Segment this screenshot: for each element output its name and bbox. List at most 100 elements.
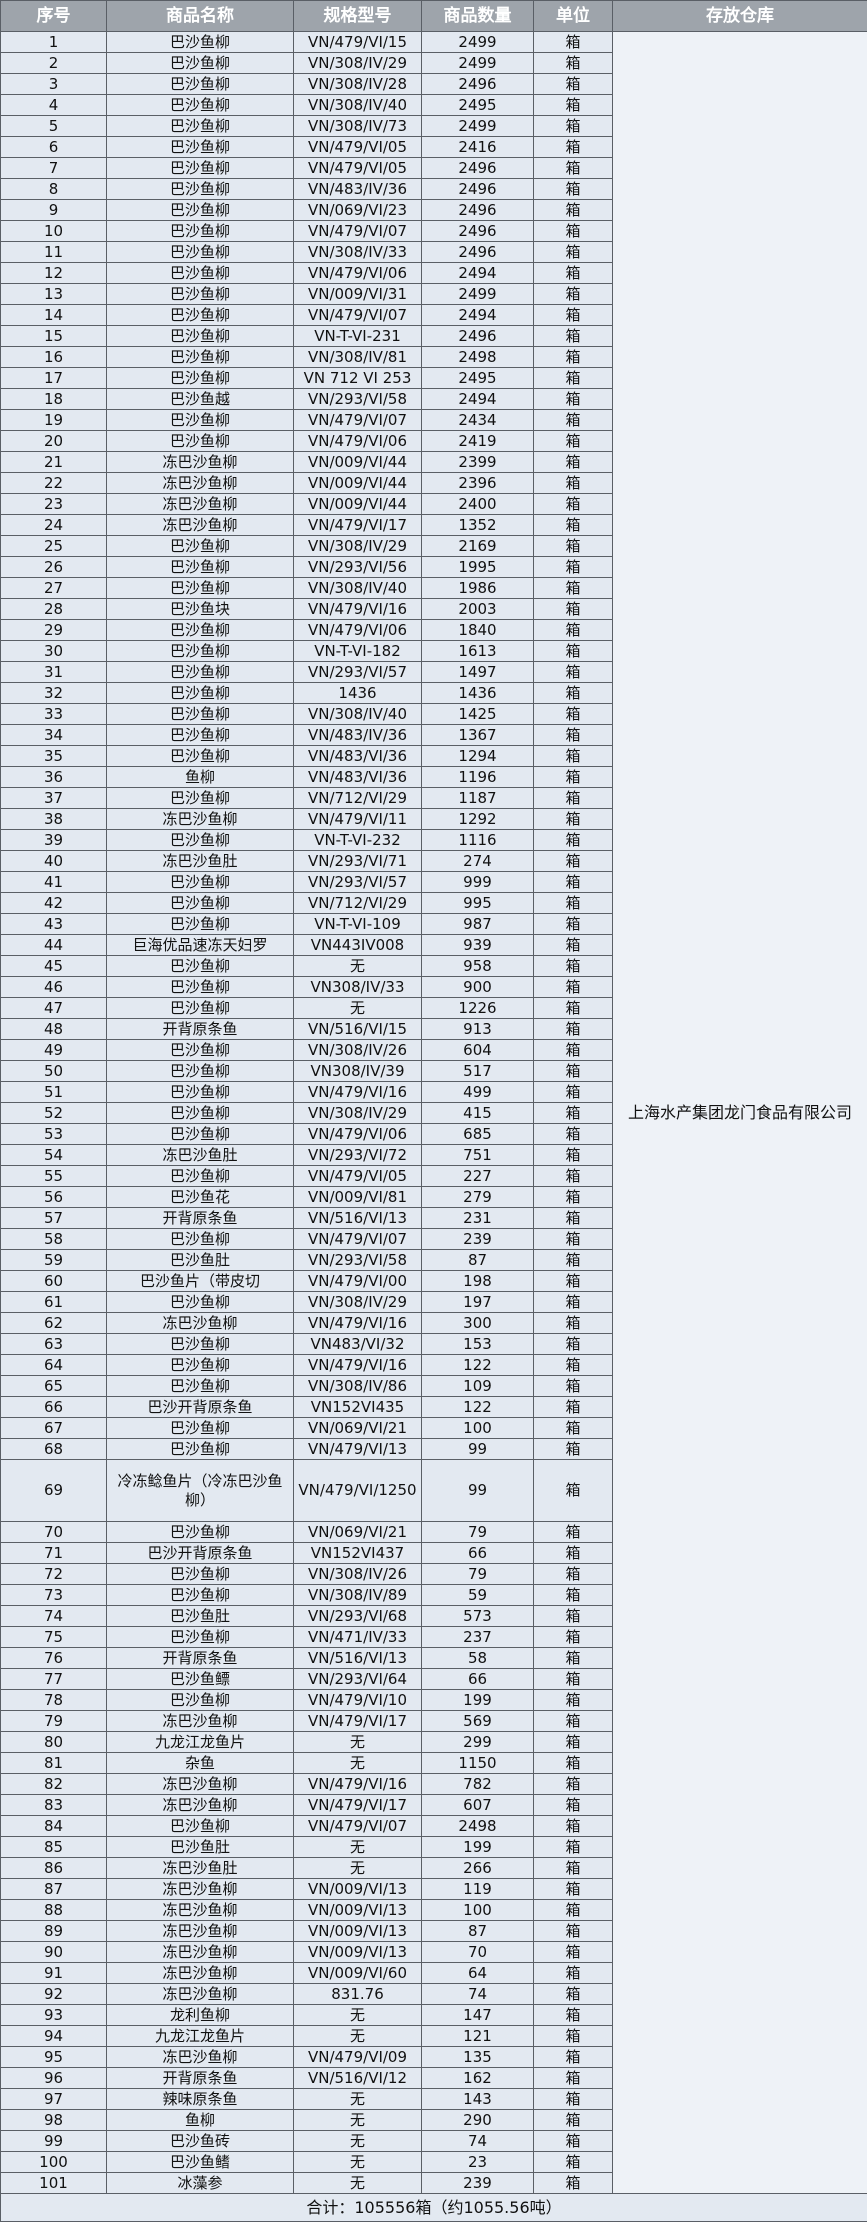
product-name: 巴沙鱼柳	[107, 641, 294, 662]
product-name: 巴沙鱼柳	[107, 347, 294, 368]
row-number: 56	[1, 1187, 107, 1208]
row-number: 14	[1, 305, 107, 326]
row-number: 51	[1, 1082, 107, 1103]
row-number: 4	[1, 95, 107, 116]
unit: 箱	[534, 2131, 613, 2152]
quantity: 122	[422, 1355, 534, 1376]
row-number: 92	[1, 1984, 107, 2005]
product-name: 巴沙鱼柳	[107, 1564, 294, 1585]
spec: VN/479/VI/13	[294, 1439, 422, 1460]
unit: 箱	[534, 431, 613, 452]
spec: VN/479/VI/16	[294, 599, 422, 620]
spec: VN/479/VI/00	[294, 1271, 422, 1292]
product-name: 巴沙鱼柳	[107, 914, 294, 935]
row-number: 44	[1, 935, 107, 956]
row-number: 42	[1, 893, 107, 914]
row-number: 12	[1, 263, 107, 284]
product-name: 巴沙鱼柳	[107, 221, 294, 242]
spec: VN/009/VI/60	[294, 1963, 422, 1984]
row-number: 80	[1, 1732, 107, 1753]
quantity: 2419	[422, 431, 534, 452]
unit: 箱	[534, 1124, 613, 1145]
quantity: 2496	[422, 326, 534, 347]
product-name: 冻巴沙鱼柳	[107, 1942, 294, 1963]
unit: 箱	[534, 305, 613, 326]
quantity: 162	[422, 2068, 534, 2089]
product-name: 巴沙鱼柳	[107, 32, 294, 53]
spec: VN/479/VI/07	[294, 410, 422, 431]
product-name: 巴沙鱼肚	[107, 1837, 294, 1858]
unit: 箱	[534, 1103, 613, 1124]
row-number: 35	[1, 746, 107, 767]
quantity: 1226	[422, 998, 534, 1019]
quantity: 2496	[422, 179, 534, 200]
quantity: 274	[422, 851, 534, 872]
unit: 箱	[534, 1292, 613, 1313]
quantity: 958	[422, 956, 534, 977]
quantity: 1367	[422, 725, 534, 746]
spec: VN/293/VI/64	[294, 1669, 422, 1690]
spec: VN/479/VI/15	[294, 32, 422, 53]
product-name: 巴沙鱼柳	[107, 1522, 294, 1543]
unit: 箱	[534, 1439, 613, 1460]
row-number: 9	[1, 200, 107, 221]
spec: 无	[294, 1753, 422, 1774]
row-number: 43	[1, 914, 107, 935]
spec: 无	[294, 2152, 422, 2173]
spec: VN/293/VI/57	[294, 662, 422, 683]
unit: 箱	[534, 725, 613, 746]
quantity: 499	[422, 1082, 534, 1103]
product-name: 巴沙鱼柳	[107, 1334, 294, 1355]
quantity: 604	[422, 1040, 534, 1061]
unit: 箱	[534, 2026, 613, 2047]
quantity: 573	[422, 1606, 534, 1627]
unit: 箱	[534, 704, 613, 725]
product-name: 巴沙鱼柳	[107, 578, 294, 599]
spec: 无	[294, 1732, 422, 1753]
product-name: 巴沙鱼柳	[107, 431, 294, 452]
product-name: 巴沙鱼柳	[107, 116, 294, 137]
row-number: 89	[1, 1921, 107, 1942]
spec: 无	[294, 2005, 422, 2026]
row-number: 78	[1, 1690, 107, 1711]
spec: VN/009/VI/44	[294, 452, 422, 473]
unit: 箱	[534, 1690, 613, 1711]
quantity: 64	[422, 1963, 534, 1984]
product-name: 巴沙鱼柳	[107, 1229, 294, 1250]
unit: 箱	[534, 326, 613, 347]
spec: 1436	[294, 683, 422, 704]
product-name: 冻巴沙鱼柳	[107, 1963, 294, 1984]
quantity: 607	[422, 1795, 534, 1816]
unit: 箱	[534, 872, 613, 893]
row-number: 36	[1, 767, 107, 788]
row-number: 41	[1, 872, 107, 893]
row-number: 29	[1, 620, 107, 641]
row-number: 86	[1, 1858, 107, 1879]
spec: VN-T-VI-232	[294, 830, 422, 851]
spec: VN/308/IV/89	[294, 1585, 422, 1606]
table-footer: 合计：105556箱（约1055.56吨）	[1, 2194, 867, 2222]
spec: VN/712/VI/29	[294, 788, 422, 809]
row-number: 95	[1, 2047, 107, 2068]
row-number: 53	[1, 1124, 107, 1145]
spec: VN/483/VI/36	[294, 746, 422, 767]
quantity: 197	[422, 1292, 534, 1313]
quantity: 70	[422, 1942, 534, 1963]
row-number: 96	[1, 2068, 107, 2089]
quantity: 2400	[422, 494, 534, 515]
product-name: 冻巴沙鱼柳	[107, 1879, 294, 1900]
row-number: 70	[1, 1522, 107, 1543]
product-name: 九龙江龙鱼片	[107, 1732, 294, 1753]
row-number: 85	[1, 1837, 107, 1858]
column-header: 存放仓库	[613, 1, 867, 32]
product-name: 巴沙鱼柳	[107, 1166, 294, 1187]
spec: VN152VI437	[294, 1543, 422, 1564]
product-name: 冻巴沙鱼柳	[107, 1900, 294, 1921]
row-number: 64	[1, 1355, 107, 1376]
quantity: 74	[422, 2131, 534, 2152]
spec: VN/308/IV/26	[294, 1040, 422, 1061]
unit: 箱	[534, 263, 613, 284]
table-header: 序号商品名称规格型号商品数量单位存放仓库	[1, 1, 867, 32]
spec: VN/479/VI/17	[294, 1795, 422, 1816]
spec: 无	[294, 2089, 422, 2110]
